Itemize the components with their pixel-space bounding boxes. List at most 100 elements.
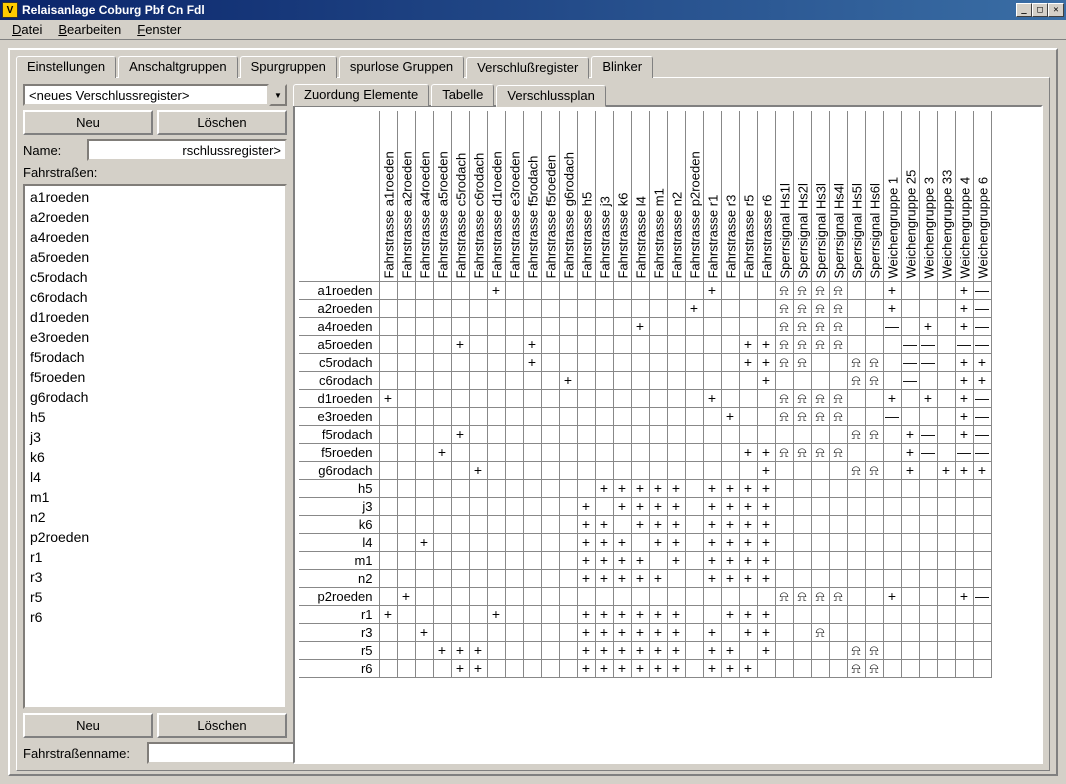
matrix-cell[interactable]: — (901, 353, 919, 371)
matrix-cell[interactable] (433, 515, 451, 533)
matrix-cell[interactable] (415, 335, 433, 353)
matrix-cell[interactable]: ⍾ (793, 317, 811, 335)
matrix-cell[interactable] (919, 605, 937, 623)
matrix-cell[interactable]: + (919, 389, 937, 407)
matrix-cell[interactable]: + (721, 407, 739, 425)
matrix-cell[interactable] (775, 533, 793, 551)
matrix-cell[interactable] (937, 497, 955, 515)
matrix-cell[interactable] (397, 353, 415, 371)
matrix-cell[interactable] (703, 353, 721, 371)
matrix-cell[interactable]: + (973, 461, 991, 479)
matrix-cell[interactable] (973, 605, 991, 623)
matrix-cell[interactable] (847, 551, 865, 569)
matrix-cell[interactable] (973, 497, 991, 515)
matrix-cell[interactable] (775, 605, 793, 623)
matrix-cell[interactable] (487, 533, 505, 551)
matrix-cell[interactable] (433, 551, 451, 569)
matrix-cell[interactable] (397, 641, 415, 659)
matrix-cell[interactable] (505, 533, 523, 551)
matrix-cell[interactable] (559, 479, 577, 497)
matrix-cell[interactable] (451, 551, 469, 569)
matrix-cell[interactable] (631, 587, 649, 605)
matrix-cell[interactable]: — (955, 335, 973, 353)
matrix-cell[interactable] (379, 551, 397, 569)
matrix-cell[interactable] (559, 425, 577, 443)
matrix-cell[interactable] (505, 515, 523, 533)
matrix-cell[interactable] (379, 371, 397, 389)
matrix-cell[interactable] (541, 623, 559, 641)
matrix-cell[interactable] (685, 551, 703, 569)
list-item[interactable]: m1 (26, 487, 284, 507)
matrix-cell[interactable] (667, 335, 685, 353)
matrix-cell[interactable] (883, 335, 901, 353)
matrix-cell[interactable] (829, 641, 847, 659)
matrix-cell[interactable] (523, 479, 541, 497)
matrix-cell[interactable] (847, 479, 865, 497)
matrix-cell[interactable]: + (595, 659, 613, 677)
matrix-cell[interactable] (415, 389, 433, 407)
new-register-button[interactable]: Neu (23, 110, 153, 135)
matrix-cell[interactable] (757, 389, 775, 407)
matrix-cell[interactable]: + (739, 533, 757, 551)
matrix-cell[interactable] (847, 587, 865, 605)
matrix-cell[interactable] (757, 317, 775, 335)
matrix-cell[interactable] (685, 335, 703, 353)
list-item[interactable]: a4roeden (26, 227, 284, 247)
matrix-cell[interactable] (397, 623, 415, 641)
matrix-cell[interactable] (433, 479, 451, 497)
matrix-cell[interactable] (379, 425, 397, 443)
list-item[interactable]: c5rodach (26, 267, 284, 287)
matrix-cell[interactable]: ⍾ (865, 425, 883, 443)
matrix-cell[interactable] (451, 281, 469, 299)
matrix-cell[interactable] (901, 407, 919, 425)
matrix-cell[interactable] (415, 443, 433, 461)
matrix-cell[interactable] (793, 551, 811, 569)
matrix-cell[interactable] (901, 497, 919, 515)
matrix-cell[interactable] (379, 479, 397, 497)
matrix-cell[interactable] (379, 353, 397, 371)
matrix-cell[interactable] (919, 371, 937, 389)
matrix-cell[interactable]: — (919, 353, 937, 371)
matrix-cell[interactable] (649, 299, 667, 317)
matrix-cell[interactable] (631, 533, 649, 551)
matrix-cell[interactable] (559, 317, 577, 335)
matrix-cell[interactable] (703, 425, 721, 443)
matrix-cell[interactable] (487, 587, 505, 605)
matrix-cell[interactable] (757, 299, 775, 317)
matrix-cell[interactable] (379, 641, 397, 659)
matrix-cell[interactable] (955, 515, 973, 533)
matrix-cell[interactable] (865, 443, 883, 461)
matrix-cell[interactable] (883, 569, 901, 587)
matrix-cell[interactable] (775, 479, 793, 497)
matrix-cell[interactable] (559, 551, 577, 569)
matrix-cell[interactable]: + (955, 425, 973, 443)
matrix-cell[interactable]: + (631, 317, 649, 335)
matrix-cell[interactable] (883, 497, 901, 515)
matrix-cell[interactable] (415, 371, 433, 389)
list-item[interactable]: d1roeden (26, 307, 284, 327)
matrix-cell[interactable] (451, 317, 469, 335)
matrix-cell[interactable]: + (613, 605, 631, 623)
matrix-cell[interactable] (667, 443, 685, 461)
matrix-cell[interactable]: ⍾ (865, 353, 883, 371)
matrix-cell[interactable] (775, 515, 793, 533)
matrix-cell[interactable] (775, 461, 793, 479)
matrix-cell[interactable] (667, 371, 685, 389)
matrix-cell[interactable]: + (649, 659, 667, 677)
matrix-cell[interactable] (667, 389, 685, 407)
matrix-cell[interactable]: — (973, 299, 991, 317)
matrix-cell[interactable]: ⍾ (811, 587, 829, 605)
matrix-cell[interactable] (829, 623, 847, 641)
matrix-cell[interactable] (739, 281, 757, 299)
matrix-cell[interactable] (595, 443, 613, 461)
matrix-cell[interactable] (829, 371, 847, 389)
matrix-cell[interactable]: ⍾ (775, 317, 793, 335)
matrix-cell[interactable]: + (757, 641, 775, 659)
matrix-cell[interactable] (469, 425, 487, 443)
matrix-cell[interactable] (595, 281, 613, 299)
matrix-cell[interactable] (649, 407, 667, 425)
matrix-cell[interactable] (739, 371, 757, 389)
matrix-cell[interactable]: — (919, 425, 937, 443)
matrix-cell[interactable] (541, 479, 559, 497)
matrix-cell[interactable]: + (577, 533, 595, 551)
